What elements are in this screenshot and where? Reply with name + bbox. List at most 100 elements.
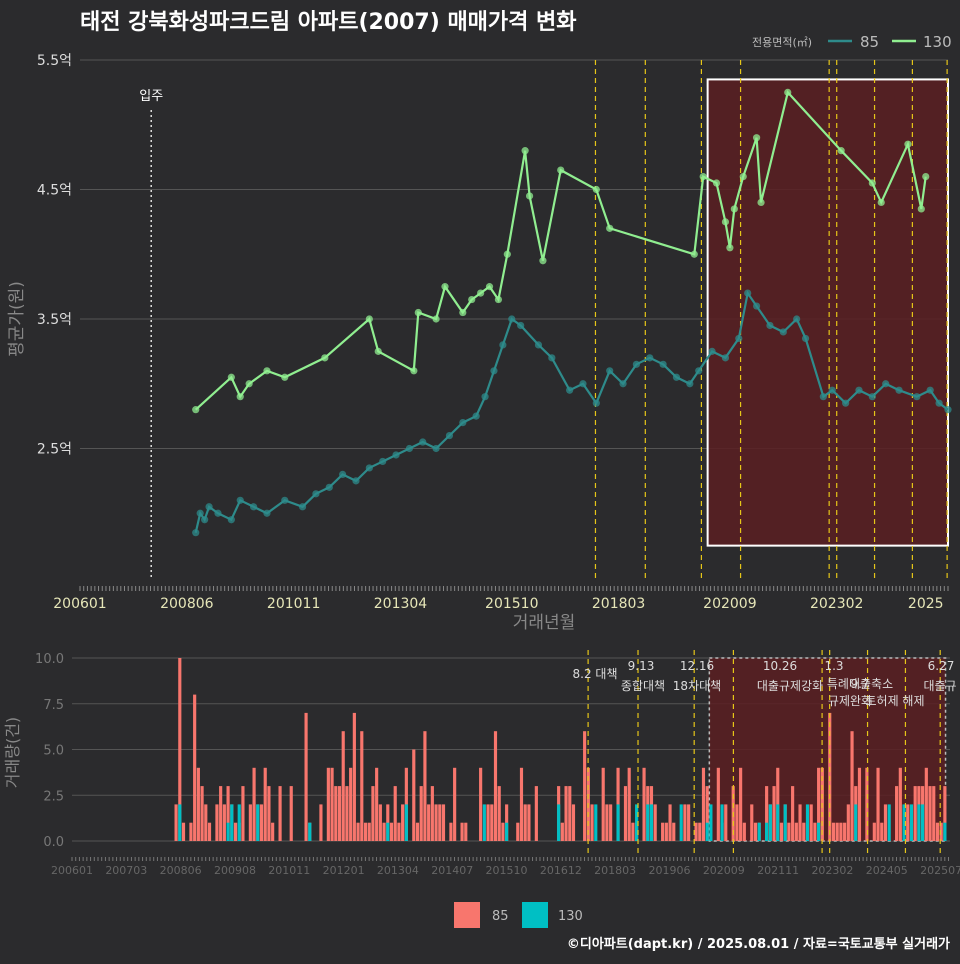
bar-85 (779, 822, 784, 841)
bar-x-tick-label: 202111 (757, 864, 799, 877)
bar-85 (653, 804, 657, 841)
data-point-85 (196, 509, 204, 517)
bar-85 (735, 804, 739, 841)
data-point-85 (339, 470, 347, 478)
bar-85 (441, 804, 446, 841)
data-point-130 (468, 295, 476, 304)
bar-85 (753, 822, 758, 841)
data-point-85 (445, 431, 454, 440)
bar-y-tick-label: 2.5 (43, 789, 64, 804)
bar-x-tick-label: 201906 (648, 864, 690, 877)
data-point-130 (712, 179, 721, 187)
bar-85 (438, 804, 442, 841)
bar-85 (527, 804, 531, 841)
chart-title: 태전 강북화성파크드림 아파트(2007) 매매가격 변화 (80, 10, 577, 35)
bar-85 (516, 822, 520, 841)
bar-85 (233, 822, 238, 841)
data-point-85 (828, 386, 836, 394)
bar-85 (672, 822, 676, 841)
x-tick-label: 201304 (374, 596, 428, 612)
bar-85 (791, 786, 795, 841)
bar-85 (174, 804, 178, 841)
bar-x-tick-label: 201803 (594, 864, 636, 877)
bar-85 (802, 822, 806, 841)
bar-130 (768, 804, 772, 841)
data-point-130 (904, 140, 912, 148)
y-tick-label: 2.5억 (37, 442, 72, 458)
data-point-130 (521, 147, 529, 155)
data-point-130 (525, 192, 534, 200)
bar-130 (594, 804, 598, 841)
data-point-85 (236, 496, 244, 504)
data-point-130 (557, 166, 565, 174)
bar-85 (490, 804, 494, 841)
bar-130 (705, 822, 709, 841)
bar-85 (382, 822, 386, 841)
bar-85 (571, 804, 576, 841)
bar-130 (887, 804, 891, 841)
bar-130 (943, 822, 947, 841)
bar-85 (798, 804, 802, 841)
bar-130 (902, 804, 906, 841)
legend-label-130: 130 (923, 33, 952, 51)
bar-85 (631, 822, 635, 841)
bar-85 (564, 786, 568, 841)
policy-name-label: 특례대출축소 (827, 677, 893, 691)
bar-85 (200, 786, 204, 841)
bar-85 (248, 804, 252, 841)
x-tick-label: 201510 (485, 596, 538, 612)
bar-85 (787, 822, 791, 841)
policy-name-label: 대출규 (923, 679, 956, 693)
policy-date-label: 10.26 (763, 659, 797, 673)
data-point-85 (298, 503, 307, 511)
data-point-85 (882, 380, 890, 388)
bar-85 (750, 804, 754, 841)
bar-85 (583, 731, 587, 841)
data-point-85 (646, 354, 654, 362)
bar-x-tick-label: 201612 (540, 864, 582, 877)
data-point-130 (837, 147, 845, 155)
data-point-85 (895, 386, 903, 394)
policy-date-label: 9.13 (628, 659, 655, 673)
bar-85 (794, 822, 798, 841)
data-point-85 (744, 289, 752, 297)
bar-130 (226, 822, 230, 841)
bar-85 (519, 767, 524, 841)
bar-y-tick-label: 10.0 (35, 652, 64, 667)
data-point-85 (534, 341, 543, 349)
bar-85 (449, 822, 453, 841)
data-point-85 (192, 529, 200, 537)
policy-name-label: 종합대책 (621, 678, 665, 693)
policy-date-label: 6.27 (928, 659, 955, 673)
bar-130 (646, 804, 650, 841)
data-point-85 (793, 315, 801, 323)
bar-x-tick-label: 202507 (920, 864, 960, 877)
bar-y-axis-title: 거래량(건) (3, 717, 22, 788)
bar-85 (319, 804, 323, 841)
bar-85 (831, 822, 836, 841)
y-tick-label: 5.5억 (37, 53, 72, 69)
y-tick-label: 3.5억 (37, 312, 72, 328)
data-point-130 (721, 218, 730, 226)
bar-85 (367, 822, 371, 841)
data-point-130 (917, 205, 925, 213)
data-point-130 (494, 295, 503, 304)
bar-85 (943, 786, 947, 841)
data-point-85 (855, 386, 863, 394)
bar-85 (883, 804, 888, 841)
bar-85 (486, 804, 490, 841)
data-point-85 (405, 444, 413, 453)
bar-85 (453, 767, 457, 841)
bar-x-tick-label: 200908 (214, 864, 256, 877)
bar-85 (913, 786, 917, 841)
bar-85 (876, 767, 880, 841)
bar-x-tick-label: 202009 (703, 864, 745, 877)
x-tick-label: 202009 (703, 596, 756, 612)
x-axis-title: 거래년월 (513, 613, 576, 633)
bar-85 (423, 731, 427, 841)
bar-85 (683, 804, 687, 841)
data-point-130 (922, 172, 930, 181)
bar-y-tick-label: 0.0 (43, 835, 64, 850)
bar-85 (623, 786, 628, 841)
bar-x-tick-label: 201304 (377, 864, 419, 877)
